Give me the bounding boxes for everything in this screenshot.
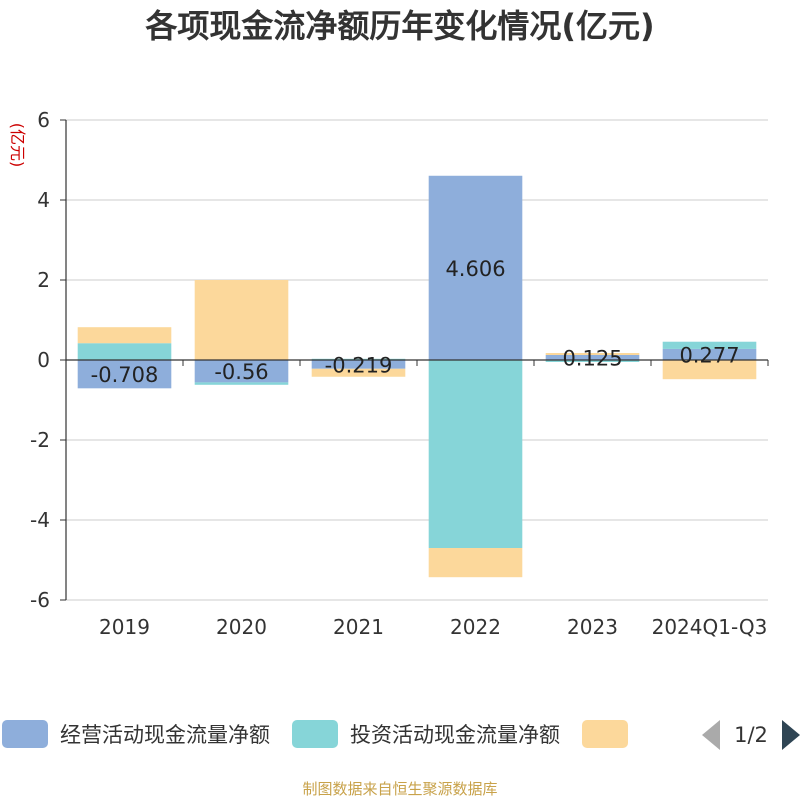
bar-series-2[interactable]: [662, 360, 757, 380]
data-label: -0.708: [91, 363, 159, 387]
bar-series-1[interactable]: [545, 360, 640, 362]
y-tick-label: -2: [30, 428, 50, 452]
x-tick-label: 2021: [333, 615, 384, 639]
bar-series-1[interactable]: [194, 382, 289, 385]
bar-series-0[interactable]: [662, 348, 757, 360]
bar-series-0[interactable]: [545, 355, 640, 360]
bar-series-1[interactable]: [77, 343, 172, 360]
y-tick-label: 0: [37, 348, 50, 372]
legend-label-0[interactable]: 经营活动现金流量净额: [60, 723, 270, 747]
x-tick-label: 2023: [567, 615, 618, 639]
chart-title: 各项现金流净额历年变化情况(亿元): [145, 7, 655, 45]
x-tick-label: 2020: [216, 615, 267, 639]
legend-prev-arrow-icon[interactable]: [702, 720, 720, 750]
bar-series-2[interactable]: [545, 353, 640, 355]
bar-series-2[interactable]: [77, 327, 172, 344]
legend: 经营活动现金流量净额 投资活动现金流量净额 1/2: [2, 720, 800, 750]
bar-series-0[interactable]: [194, 360, 289, 383]
bar-series-2[interactable]: [428, 548, 523, 578]
y-tick-label: 2: [37, 268, 50, 292]
bar-series-0[interactable]: [311, 360, 406, 369]
legend-swatch-1[interactable]: [292, 720, 338, 748]
data-label: 0.125: [562, 347, 622, 371]
source-note: 制图数据来自恒生聚源数据库: [302, 780, 498, 798]
y-tick-label: 6: [37, 108, 50, 132]
legend-page-indicator: 1/2: [734, 723, 768, 747]
data-label: -0.56: [214, 360, 268, 384]
data-label: 0.277: [679, 343, 739, 367]
bar-series-0[interactable]: [428, 175, 523, 360]
y-tick-label: -4: [30, 508, 50, 532]
data-labels: -0.708 -0.56 -0.219 4.606 0.125 0.277: [91, 257, 740, 387]
bar-series-2[interactable]: [194, 280, 289, 360]
data-label: -0.219: [325, 353, 393, 377]
legend-swatch-0[interactable]: [2, 720, 48, 748]
bar-series-2[interactable]: [311, 368, 406, 377]
y-tick-label: -6: [30, 588, 50, 612]
legend-next-arrow-icon[interactable]: [782, 720, 800, 750]
x-tick-label: 2024Q1-Q3: [652, 615, 768, 639]
bar-series-1[interactable]: [662, 341, 757, 349]
bars: [77, 175, 757, 578]
y-tick-label: 4: [37, 188, 50, 212]
x-tick-label: 2019: [99, 615, 150, 639]
y-axis-label: (亿元): [8, 123, 27, 168]
axes: 6 4 2 0 -2 -4 -6 2019 2020 2021 2022 2023 2024Q1-Q3: [30, 108, 769, 639]
bar-series-0[interactable]: [77, 360, 172, 389]
data-label: 4.606: [445, 257, 505, 281]
legend-swatch-2[interactable]: [582, 720, 628, 748]
bar-series-1[interactable]: [428, 360, 523, 548]
x-tick-label: 2022: [450, 615, 501, 639]
legend-label-1[interactable]: 投资活动现金流量净额: [350, 723, 560, 747]
